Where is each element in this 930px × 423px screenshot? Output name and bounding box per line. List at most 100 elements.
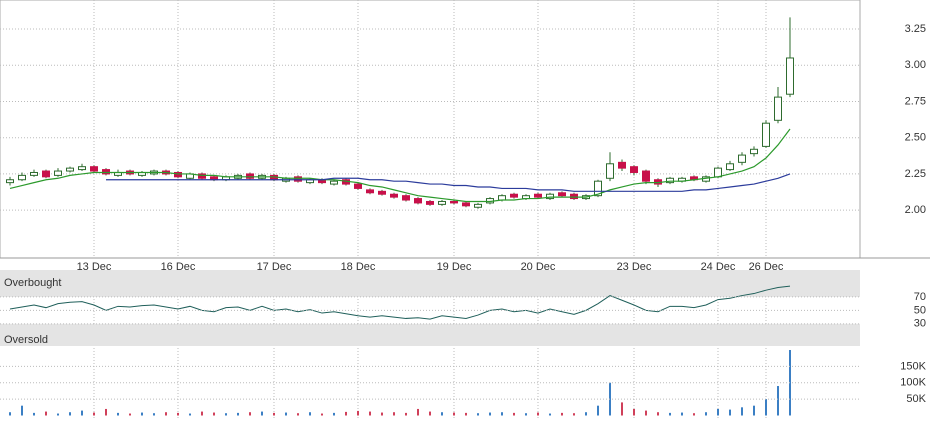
- volume-bar: [465, 412, 467, 416]
- candle-body: [750, 148, 758, 155]
- candle-body: [510, 193, 518, 198]
- x-tick-label: 26 Dec: [749, 261, 784, 273]
- volume-bar: [129, 413, 131, 416]
- volume-bar: [561, 412, 563, 416]
- oversold-label: Oversold: [4, 334, 48, 346]
- volume-bar: [417, 408, 419, 416]
- volume-bar: [441, 412, 443, 416]
- candle-body: [330, 180, 338, 185]
- candle-body: [498, 195, 506, 201]
- y-tick-label: 100K: [900, 377, 926, 389]
- candle-body: [762, 122, 770, 147]
- candle-body: [354, 183, 362, 189]
- candle-body: [606, 163, 614, 179]
- x-tick-label: 18 Dec: [341, 261, 376, 273]
- candle-body: [402, 195, 410, 201]
- volume-bar: [345, 411, 347, 416]
- volume-bar: [309, 412, 311, 416]
- volume-bar: [705, 412, 707, 416]
- volume-bar: [753, 405, 755, 416]
- candle-body: [54, 170, 62, 176]
- candle-body: [474, 203, 482, 208]
- volume-bar: [405, 412, 407, 416]
- volume-bar: [189, 413, 191, 416]
- candle-body: [42, 170, 50, 178]
- volume-bar: [681, 412, 683, 416]
- volume-bar: [225, 413, 227, 416]
- volume-bar: [273, 412, 275, 416]
- volume-bar: [357, 410, 359, 416]
- candle-body: [438, 200, 446, 205]
- candle-body: [450, 200, 458, 204]
- moving-average-line: [9, 128, 791, 203]
- y-tick-label: 50K: [906, 393, 926, 405]
- volume-bar: [249, 412, 251, 416]
- candle-body: [6, 179, 14, 184]
- y-tick-label: 3.00: [905, 59, 926, 71]
- y-tick-label: 3.25: [905, 23, 926, 35]
- y-tick-label: 30: [914, 318, 926, 330]
- overbought-label: Overbought: [4, 277, 61, 289]
- candle-body: [90, 166, 98, 172]
- volume-bar: [501, 412, 503, 416]
- volume-bar: [513, 412, 515, 416]
- candle-body: [774, 96, 782, 121]
- candle-body: [618, 161, 626, 169]
- candle-body: [714, 167, 722, 178]
- volume-bar: [45, 411, 47, 416]
- x-tick-label: 19 Dec: [437, 261, 472, 273]
- x-tick-label: 23 Dec: [617, 261, 652, 273]
- overbought-band: [0, 270, 860, 297]
- volume-bar: [621, 402, 623, 416]
- volume-bar: [525, 413, 527, 416]
- volume-bar: [633, 408, 635, 416]
- candle-body: [642, 170, 650, 182]
- candle-body: [414, 198, 422, 204]
- candle-body: [570, 193, 578, 200]
- candle-body: [426, 200, 434, 205]
- x-tick-label: 20 Dec: [521, 261, 556, 273]
- volume-bar: [729, 409, 731, 416]
- candle-body: [174, 171, 182, 178]
- volume-bar: [33, 412, 35, 416]
- volume-bar: [477, 413, 479, 416]
- y-tick-label: 70: [914, 291, 926, 303]
- candle-body: [786, 57, 794, 95]
- y-tick-label: 2.25: [905, 168, 926, 180]
- candle-body: [726, 163, 734, 171]
- candle-body: [558, 192, 566, 197]
- volume-bar: [537, 412, 539, 416]
- candle-body: [30, 171, 38, 176]
- y-tick-label: 2.00: [905, 204, 926, 216]
- candle-body: [546, 193, 554, 200]
- oversold-band: [0, 323, 860, 346]
- candle-body: [78, 166, 86, 171]
- candle-body: [198, 173, 206, 179]
- y-tick-label: 2.75: [905, 95, 926, 107]
- volume-bar: [741, 407, 743, 416]
- y-tick-label: 2.50: [905, 132, 926, 144]
- volume-bar: [393, 412, 395, 416]
- volume-bar: [177, 412, 179, 416]
- volume-bar: [321, 413, 323, 416]
- volume-bar: [153, 413, 155, 416]
- volume-bar: [237, 412, 239, 416]
- volume-bar: [645, 410, 647, 416]
- candle-body: [102, 169, 110, 175]
- volume-bar: [297, 413, 299, 416]
- candle-body: [666, 177, 674, 184]
- volume-bar: [777, 386, 779, 416]
- volume-bar: [117, 412, 119, 416]
- x-tick-label: 16 Dec: [161, 261, 196, 273]
- volume-bar: [213, 412, 215, 416]
- volume-bar: [489, 412, 491, 416]
- volume-bar: [453, 412, 455, 416]
- volume-bar: [657, 412, 659, 416]
- volume-bar: [285, 412, 287, 416]
- volume-bar: [81, 410, 83, 416]
- x-tick-label: 24 Dec: [701, 261, 736, 273]
- y-tick-label: 150K: [900, 360, 926, 372]
- volume-bar: [57, 413, 59, 416]
- volume-bar: [597, 405, 599, 416]
